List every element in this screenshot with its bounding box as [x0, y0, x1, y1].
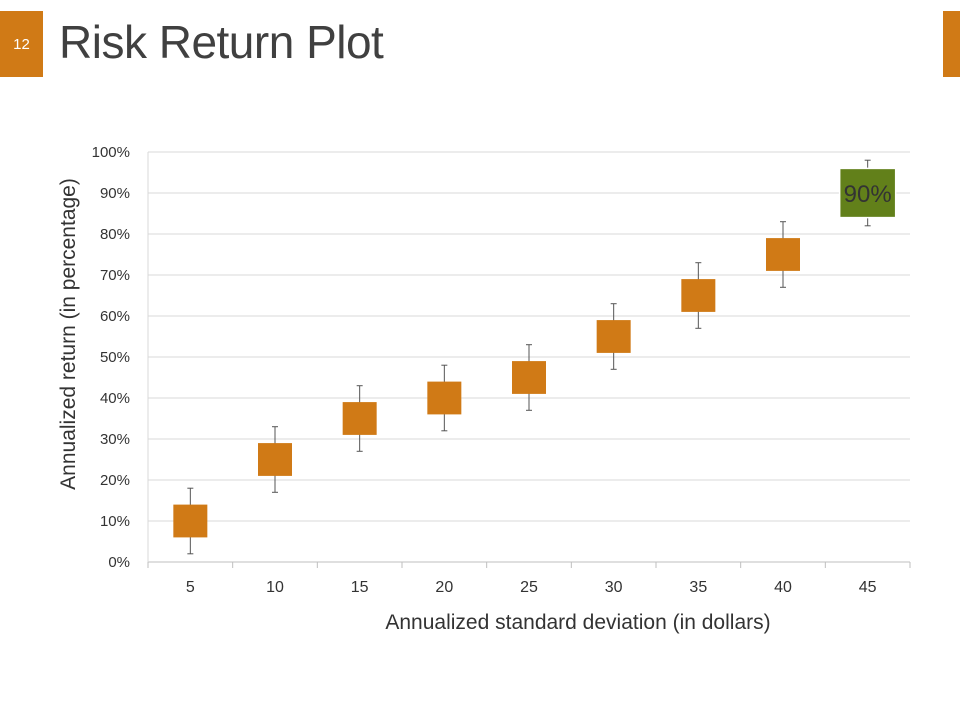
y-tick-label: 80%: [100, 226, 130, 243]
x-tick-label: 5: [186, 579, 195, 596]
page-title: Risk Return Plot: [59, 16, 384, 68]
y-tick-labels: 0% 10% 20% 30% 40% 50% 60% 70% 80% 90% 100%: [92, 144, 130, 571]
y-tick-label: 60%: [100, 308, 130, 325]
y-tick-label: 30%: [100, 431, 130, 448]
data-marks: 90%: [173, 159, 897, 555]
range-box: [681, 279, 716, 312]
y-tick-label: 10%: [100, 513, 130, 530]
y-tick-label: 50%: [100, 349, 130, 366]
y-tick-label: 20%: [100, 472, 130, 489]
x-tick-label: 35: [689, 579, 707, 596]
y-tick-label: 100%: [92, 144, 130, 161]
x-tick-label: 45: [859, 579, 877, 596]
slide-number-badge: 12: [0, 11, 43, 77]
range-box: [258, 443, 292, 476]
range-box: [173, 504, 208, 538]
range-box: [342, 402, 377, 435]
x-axis-label: Annualized standard deviation (in dollar…: [385, 611, 770, 634]
x-tick-label: 30: [605, 579, 623, 596]
x-tick-labels: 5 10 15 20 25 30 35 40 45: [186, 579, 877, 596]
slide-number: 12: [13, 35, 30, 53]
data-label: 90%: [844, 181, 892, 208]
range-box: [512, 361, 546, 394]
corner-accent-tab: [943, 11, 960, 77]
x-tick-label: 20: [435, 579, 453, 596]
range-box: [427, 381, 462, 415]
range-box: [766, 238, 800, 271]
highlight-box: [838, 167, 897, 219]
y-tick-label: 0%: [108, 554, 130, 571]
range-box: [596, 320, 631, 353]
x-tick-label: 25: [520, 579, 538, 596]
y-axis-label: Annualized return (in percentage): [57, 178, 80, 490]
y-tick-label: 40%: [100, 390, 130, 407]
y-tick-label: 90%: [100, 185, 130, 202]
x-tick-label: 40: [774, 579, 792, 596]
x-tick-label: 10: [266, 579, 284, 596]
x-tick-label: 15: [351, 579, 369, 596]
y-tick-label: 70%: [100, 267, 130, 284]
